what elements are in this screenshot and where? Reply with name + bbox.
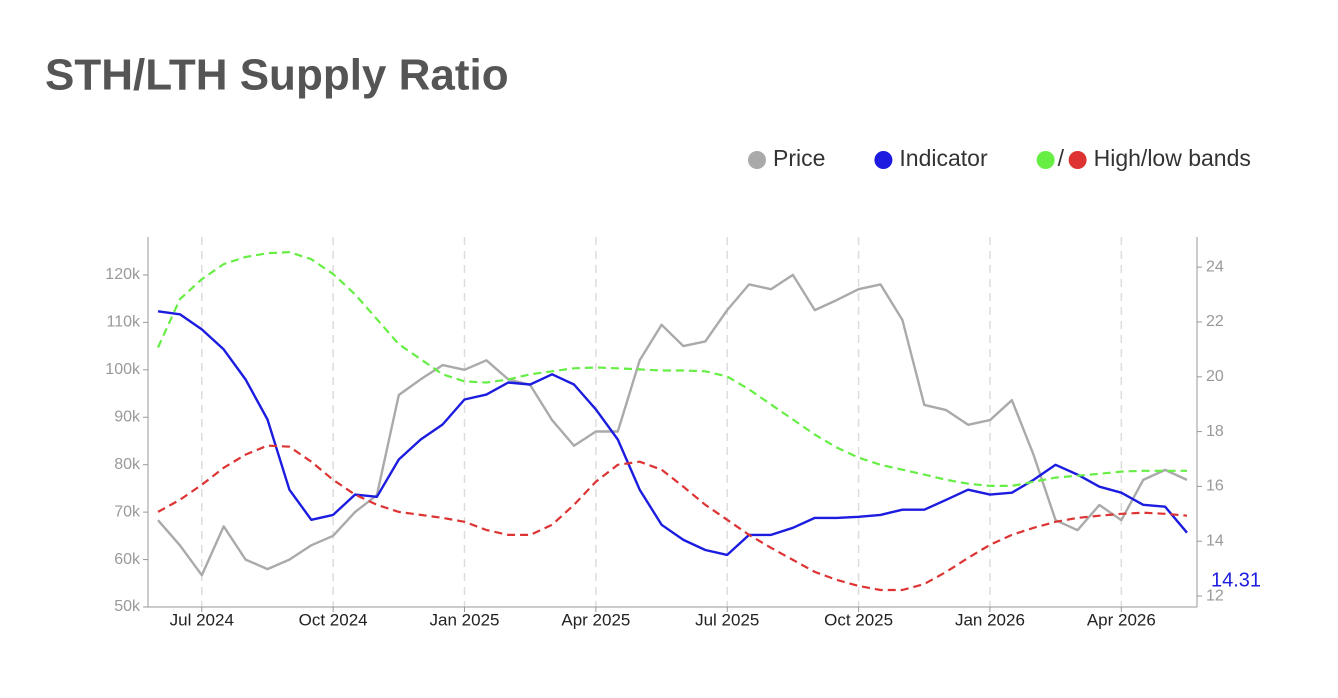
x-tick-label: Oct 2024 — [299, 610, 368, 629]
legend-dot — [1068, 151, 1087, 169]
x-tick-label: Jul 2024 — [170, 610, 234, 629]
series-line — [157, 310, 1188, 557]
legend-dot — [1036, 151, 1055, 169]
y-tick-label: 120k — [105, 266, 141, 283]
chart-title: STH/LTH Supply Ratio — [45, 51, 509, 100]
y2-tick-label: 22 — [1206, 313, 1224, 330]
y2-tick-label: 24 — [1206, 258, 1224, 275]
x-tick-label: Jan 2025 — [430, 610, 500, 629]
x-tick-label: Jul 2025 — [695, 610, 759, 629]
y2-tick-label: 18 — [1206, 423, 1224, 440]
y2-tick-label: 12 — [1206, 587, 1224, 604]
y-tick-label: 70k — [114, 503, 141, 520]
legend-label: Price — [773, 145, 825, 171]
x-tick-label: Oct 2025 — [824, 610, 893, 629]
y2-tick-label: 20 — [1206, 368, 1224, 385]
legend-label: Indicator — [899, 145, 988, 171]
legend: Price Indicator / High/low bands — [748, 145, 1251, 171]
series-line — [156, 251, 1187, 487]
legend-dot — [748, 151, 766, 169]
y-tick-label: 100k — [105, 361, 141, 378]
x-tick-label: Apr 2026 — [1087, 610, 1156, 629]
y-tick-label: 80k — [114, 456, 141, 473]
y-tick-label: 90k — [114, 408, 141, 425]
legend-label: High/low bands — [1094, 145, 1251, 171]
x-tick-label: Jan 2026 — [955, 610, 1025, 629]
y-tick-label: 60k — [114, 551, 141, 568]
y2-tick-label: 14 — [1206, 532, 1224, 549]
legend-dot — [874, 151, 893, 169]
x-tick-label: Apr 2025 — [561, 610, 630, 629]
last-value-label: 14.31 — [1211, 569, 1261, 591]
series-line — [157, 444, 1188, 592]
legend-separator: / — [1058, 145, 1065, 171]
y-tick-label: 110k — [106, 314, 141, 331]
y2-tick-label: 16 — [1206, 478, 1224, 495]
series-line — [157, 273, 1188, 577]
y-tick-label: 50k — [114, 598, 141, 615]
